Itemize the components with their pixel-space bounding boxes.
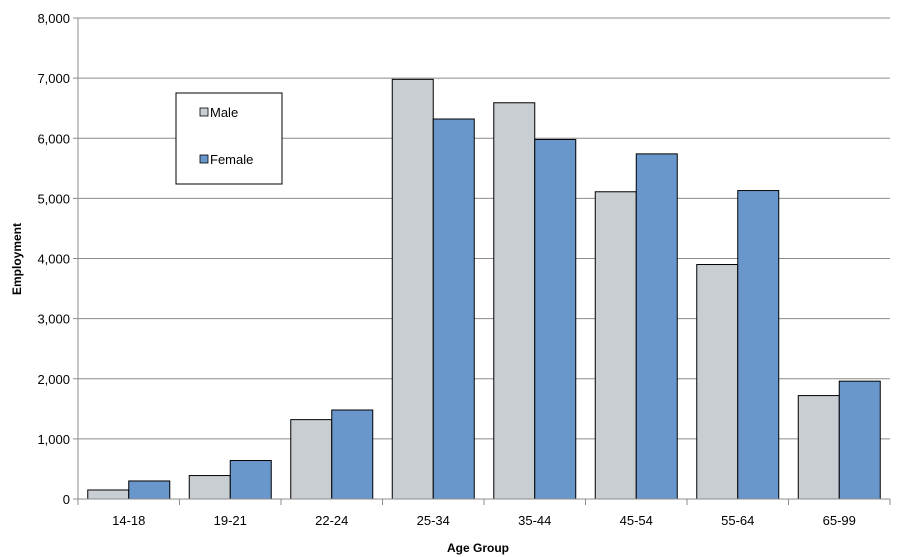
bar-female-19-21 xyxy=(229,460,272,500)
bar-male-65-99 xyxy=(797,395,840,500)
y-axis-title: Employment xyxy=(10,223,24,295)
bar-male-25-34 xyxy=(391,78,434,500)
x-tick-label: 22-24 xyxy=(315,513,348,528)
legend-box xyxy=(175,92,283,185)
legend-swatch-male xyxy=(199,107,209,117)
y-tick-label: 7,000 xyxy=(37,71,70,86)
legend: Male Female xyxy=(175,92,283,185)
axes xyxy=(73,17,891,505)
x-tick-label: 35-44 xyxy=(518,513,551,528)
x-tick-label: 25-34 xyxy=(417,513,450,528)
bar-female-35-44 xyxy=(534,138,577,500)
bars xyxy=(87,78,881,500)
bar-female-45-54 xyxy=(635,153,678,500)
x-tick-label: 14-18 xyxy=(112,513,145,528)
y-tick-label: 0 xyxy=(63,492,70,507)
bar-male-45-54 xyxy=(594,191,637,500)
x-axis-title: Age Group xyxy=(447,541,509,555)
x-tick-label: 65-99 xyxy=(823,513,856,528)
y-tick-label: 5,000 xyxy=(37,191,70,206)
y-tick-label: 2,000 xyxy=(37,372,70,387)
x-tick-label: 45-54 xyxy=(620,513,653,528)
legend-label-female: Female xyxy=(210,152,253,167)
bar-female-14-18 xyxy=(128,480,171,500)
bar-male-55-64 xyxy=(696,264,739,500)
bar-female-25-34 xyxy=(432,118,475,500)
bar-female-55-64 xyxy=(737,190,780,500)
legend-swatch-female xyxy=(199,154,209,164)
y-tick-label: 6,000 xyxy=(37,131,70,146)
bar-male-35-44 xyxy=(493,102,536,500)
y-tick-label: 4,000 xyxy=(37,252,70,267)
y-tick-labels: 0 1,000 2,000 3,000 4,000 5,000 6,000 7,000 8,00… xyxy=(37,11,70,507)
y-tick-label: 8,000 xyxy=(37,11,70,26)
x-tick-label: 55-64 xyxy=(721,513,754,528)
bar-female-22-24 xyxy=(331,409,374,500)
x-tick-label: 19-21 xyxy=(214,513,247,528)
y-tick-label: 1,000 xyxy=(37,432,70,447)
bar-male-22-24 xyxy=(290,419,333,500)
bar-female-65-99 xyxy=(838,380,881,500)
y-tick-label: 3,000 xyxy=(37,312,70,327)
bar-male-14-18 xyxy=(87,489,130,500)
x-tick-labels: 14-18 19-21 22-24 25-34 35-44 45-54 55-64 65-99 xyxy=(112,513,856,528)
legend-label-male: Male xyxy=(210,105,238,120)
bar-male-19-21 xyxy=(188,475,231,500)
